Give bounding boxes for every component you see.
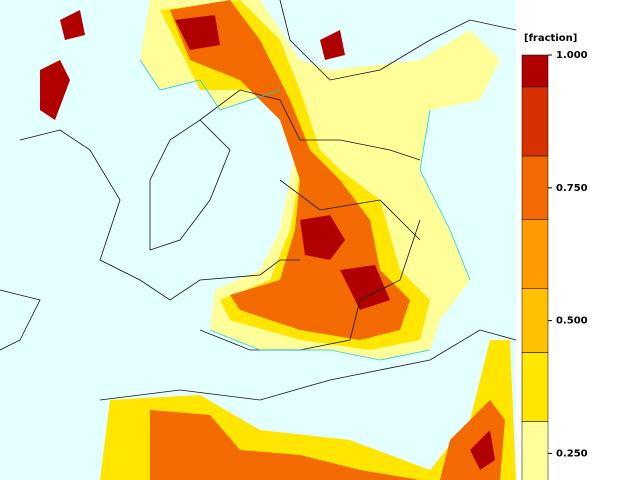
colorbar-tick-label: 1.000 bbox=[556, 50, 588, 61]
colorbar-segment bbox=[521, 86, 549, 157]
colorbar-tick-label: 0.500 bbox=[556, 316, 588, 327]
legend-title: [fraction] bbox=[524, 33, 577, 44]
colorbar-segment bbox=[521, 155, 549, 220]
colorbar-segment bbox=[521, 421, 549, 480]
snow-field bbox=[40, 0, 516, 480]
colorbar-tick-label: 0.250 bbox=[556, 448, 588, 459]
colorbar-segment bbox=[521, 288, 549, 353]
colorbar-tick-label: 0.750 bbox=[556, 183, 588, 194]
colorbar-segment bbox=[521, 219, 549, 289]
coastlines bbox=[0, 0, 517, 401]
colorbar-segment bbox=[521, 54, 549, 88]
colorbar-segment bbox=[521, 352, 549, 422]
contours bbox=[139, 59, 471, 361]
